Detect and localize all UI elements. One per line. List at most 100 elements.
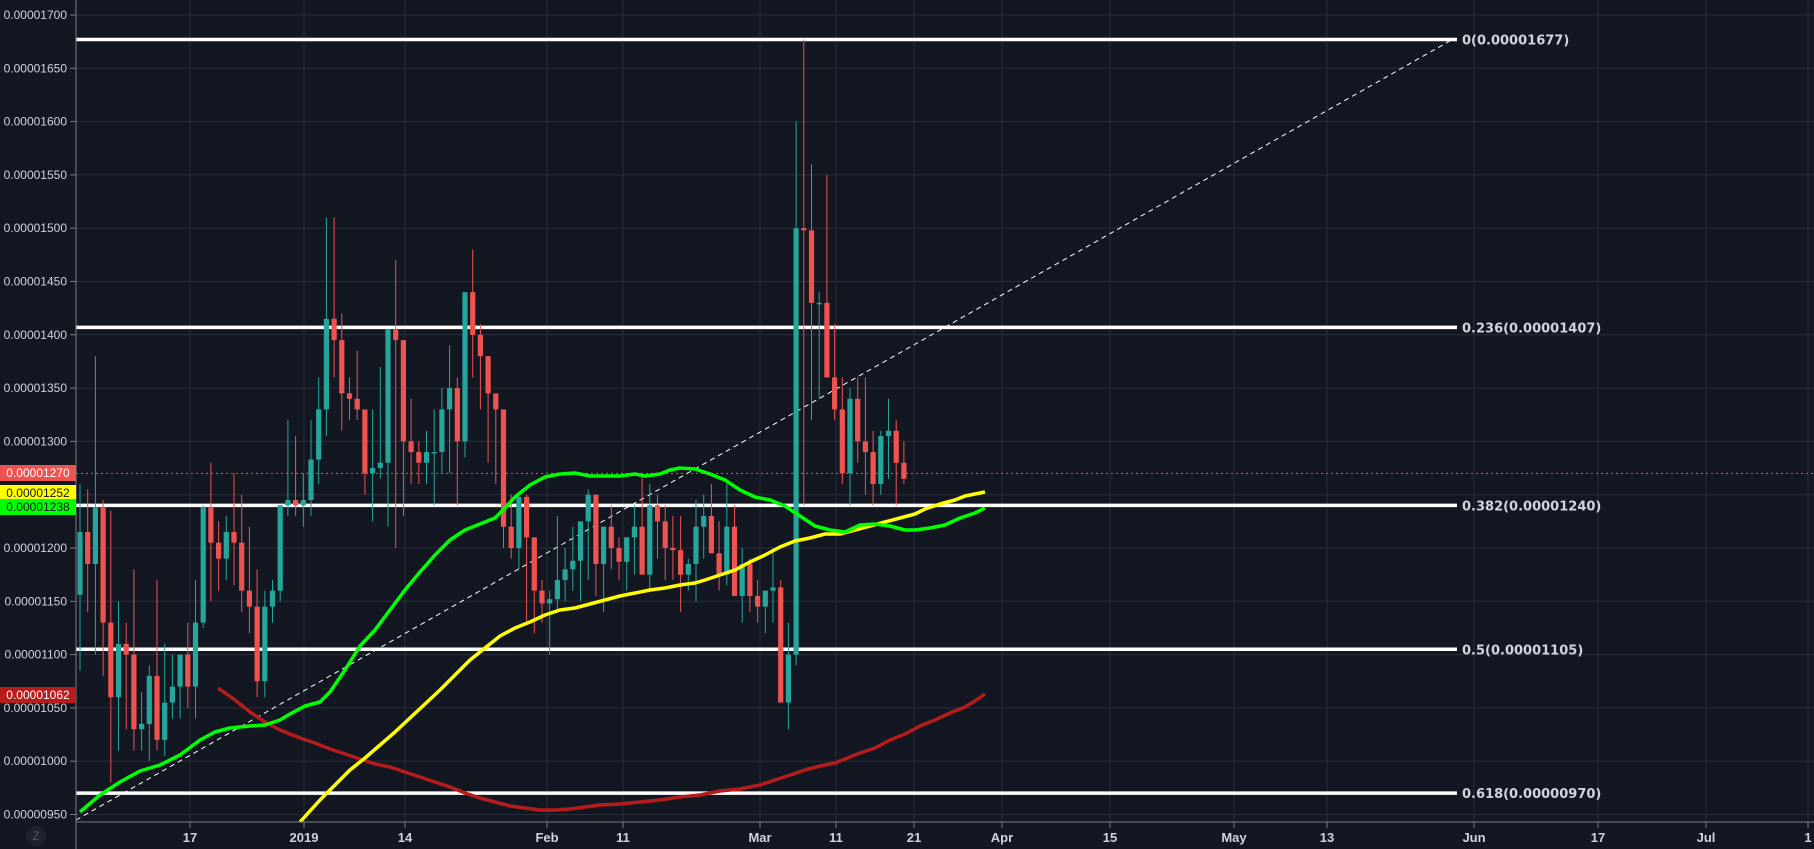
- candle: [593, 494, 599, 564]
- candle: [893, 430, 899, 463]
- candle: [223, 532, 229, 559]
- candle: [262, 606, 268, 682]
- fibonacci-retracement[interactable]: [76, 37, 1457, 795]
- candle: [654, 505, 661, 522]
- candle: [131, 654, 137, 730]
- x-tick-label: 21: [907, 830, 921, 845]
- candle: [192, 622, 199, 687]
- candle: [762, 590, 768, 607]
- x-tick-label: Feb: [535, 830, 558, 845]
- candle: [693, 526, 699, 564]
- candle: [524, 496, 530, 538]
- candle: [462, 292, 468, 442]
- candle: [300, 500, 306, 506]
- fib-level-label: 0.236(0.00001407): [1462, 321, 1601, 336]
- candle: [878, 436, 884, 485]
- candle: [870, 452, 876, 485]
- y-tick-label: 0.00001500: [4, 221, 68, 235]
- candle: [739, 563, 745, 596]
- candle: [701, 516, 707, 527]
- price-tag-ma-red: 0.00001062: [0, 687, 76, 704]
- x-tick-label: 15: [1103, 830, 1117, 845]
- candle: [855, 398, 861, 442]
- candle: [92, 507, 98, 564]
- y-tick-label: 0.00001400: [4, 328, 68, 342]
- y-tick-label: 0.00001150: [4, 594, 67, 608]
- candle: [339, 340, 345, 394]
- candle: [323, 318, 329, 410]
- candle: [608, 526, 614, 548]
- x-tick-label: 11: [829, 830, 843, 845]
- y-tick-label: 0.00000950: [4, 808, 68, 822]
- fib-trend-line[interactable]: [75, 37, 1456, 821]
- fibonacci-labels: 0(0.00001677) 0.236(0.00001407) 0.382(0.00…: [1462, 34, 1601, 803]
- candle: [200, 507, 206, 623]
- x-tick-label: Jul: [1697, 830, 1716, 845]
- ma-green-line[interactable]: [78, 466, 986, 814]
- candle: [493, 393, 499, 410]
- candle: [293, 500, 299, 506]
- y-tick-label: 0.00001350: [4, 381, 68, 395]
- price-tag-ma-yellow: 0.00001252: [0, 484, 76, 501]
- candle: [516, 496, 522, 548]
- candle: [616, 548, 622, 562]
- candle: [716, 553, 722, 575]
- candle: [139, 723, 145, 730]
- candle: [416, 452, 422, 463]
- candle: [470, 292, 476, 335]
- candle: [385, 329, 391, 463]
- candle: [239, 542, 245, 591]
- candle: [169, 686, 175, 703]
- ma-red-line[interactable]: [216, 686, 987, 812]
- candle: [254, 606, 260, 682]
- candle: [400, 340, 406, 442]
- candle: [231, 532, 237, 543]
- candle: [208, 507, 214, 543]
- fib-level-label: 0(0.00001677): [1462, 34, 1569, 49]
- candle: [793, 228, 799, 655]
- x-tick-label: 11: [616, 830, 630, 845]
- candle: [562, 569, 568, 580]
- x-axis[interactable]: 17 2019 14 Feb 11 Mar 11 21 Apr 15 May 13 Jun 17 Jul 1: [183, 822, 1812, 845]
- candle: [123, 643, 129, 655]
- candle: [639, 526, 645, 575]
- candle: [354, 398, 360, 410]
- candle: [670, 548, 676, 551]
- candle: [115, 643, 122, 698]
- x-tick-label: 2019: [290, 830, 319, 845]
- price-tag-current-price: 0.00001270: [0, 465, 76, 482]
- candle: [508, 526, 514, 548]
- candle: [447, 388, 453, 410]
- candle: [755, 595, 761, 607]
- candlestick-series[interactable]: [77, 39, 907, 783]
- y-tick-label: 0.00001000: [4, 754, 68, 768]
- reset-zoom-button[interactable]: Z: [26, 826, 46, 846]
- y-tick-label: 0.00001300: [4, 434, 68, 448]
- candle: [477, 334, 483, 357]
- y-tick-label: 0.00001450: [4, 275, 68, 289]
- candle: [216, 542, 222, 559]
- candle: [577, 521, 584, 561]
- candle: [662, 521, 668, 548]
- candle: [500, 409, 507, 527]
- x-tick-label: May: [1221, 830, 1247, 845]
- candle: [808, 230, 815, 303]
- candle: [770, 587, 776, 591]
- candle: [901, 462, 907, 479]
- y-tick-label: 0.00001050: [4, 701, 68, 715]
- candle: [816, 302, 822, 305]
- fib-level-label: 0.382(0.00001240): [1462, 499, 1601, 514]
- candle: [177, 654, 183, 687]
- candle: [377, 462, 383, 469]
- y-tick-label: 0.00001650: [4, 61, 68, 75]
- candle: [724, 526, 730, 575]
- ma-yellow-line[interactable]: [298, 490, 986, 824]
- candle: [647, 505, 653, 575]
- x-tick-label: Apr: [991, 830, 1013, 845]
- candle: [108, 622, 114, 698]
- candle: [485, 356, 491, 394]
- candle: [747, 563, 753, 596]
- candle: [824, 302, 830, 378]
- y-tick-label: 0.00001600: [4, 115, 68, 129]
